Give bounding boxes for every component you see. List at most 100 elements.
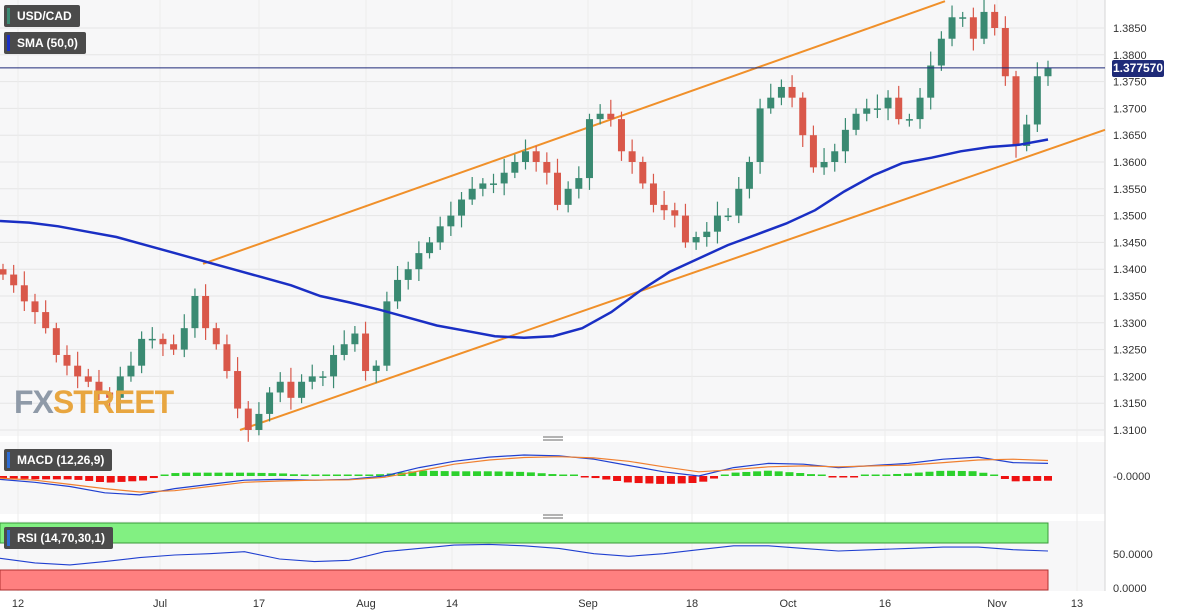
candle-down <box>52 328 60 355</box>
candle-up <box>745 162 753 189</box>
macd-histogram-bar <box>968 471 977 476</box>
pane-splitter-1[interactable] <box>543 436 563 441</box>
candle-down <box>1012 76 1020 146</box>
candle-down <box>799 97 807 136</box>
candle-down <box>681 215 689 243</box>
y-tick-label: 1.3200 <box>1113 371 1147 383</box>
y-tick-label: 1.3550 <box>1113 184 1147 196</box>
candle-down <box>639 162 647 184</box>
candle-up <box>841 129 849 152</box>
candle-up <box>756 108 764 162</box>
candle-up <box>937 38 945 66</box>
macd-histogram-bar <box>289 474 298 476</box>
pane-splitter-2[interactable] <box>543 514 563 519</box>
candle-up <box>511 162 519 173</box>
macd-histogram-bar <box>882 474 891 476</box>
candle-down <box>170 344 178 350</box>
macd-label[interactable]: MACD (12,26,9) <box>4 449 113 471</box>
y-tick-label: 1.3800 <box>1113 50 1147 62</box>
macd-histogram-bar <box>817 474 826 476</box>
candle-down <box>84 376 92 382</box>
candle-up <box>127 365 135 377</box>
candle-up <box>575 178 583 189</box>
macd-histogram-bar <box>559 474 568 476</box>
y-tick-label: 1.3250 <box>1113 345 1147 357</box>
candle-up <box>276 381 284 393</box>
y-tick-label: 1.3150 <box>1113 398 1147 410</box>
symbol-color-bar <box>7 8 10 24</box>
sma-label[interactable]: SMA (50,0) <box>4 32 86 54</box>
candlestick-series <box>0 0 1052 442</box>
macd-histogram-bar <box>860 474 869 476</box>
candle-down <box>95 381 103 393</box>
macd-histogram-bar <box>106 476 115 483</box>
candle-up <box>863 108 871 114</box>
macd-histogram-bar <box>645 476 654 484</box>
candle-up <box>330 354 338 377</box>
symbol-label[interactable]: USD/CAD <box>4 5 80 27</box>
y-tick-label: 1.3350 <box>1113 291 1147 303</box>
macd-panel <box>0 442 1105 514</box>
macd-histogram-bar <box>494 471 503 476</box>
macd-histogram-bar <box>1011 476 1020 482</box>
candle-up <box>490 183 498 185</box>
channel-upper <box>202 0 946 265</box>
y-tick-label: 1.3650 <box>1113 130 1147 142</box>
macd-histogram-bar <box>656 476 665 484</box>
candle-up <box>266 392 274 414</box>
candle-up <box>927 65 935 98</box>
sma-color-bar <box>7 35 10 51</box>
candle-up <box>447 215 455 227</box>
y-tick-label: 1.3400 <box>1113 264 1147 276</box>
macd-histogram-bar <box>537 473 546 476</box>
macd-histogram-bar <box>731 472 740 476</box>
candle-up <box>873 108 881 110</box>
sma-text: SMA (50,0) <box>17 36 78 50</box>
x-tick-label: 14 <box>446 598 458 610</box>
candle-down <box>159 338 167 345</box>
rsi-line <box>0 543 1049 566</box>
x-tick-label: 16 <box>879 598 891 610</box>
macd-histogram-bar <box>613 476 622 481</box>
macd-histogram-bar <box>440 471 449 476</box>
candle-down <box>969 17 977 39</box>
candle-up <box>905 119 913 121</box>
candle-up <box>585 119 593 179</box>
channel-lower <box>239 128 1106 431</box>
candle-up <box>735 188 743 216</box>
trend-channel <box>202 0 1106 431</box>
macd-histogram-bar <box>850 476 859 478</box>
watermark-fx: FX <box>14 384 54 420</box>
candle-up <box>980 11 988 39</box>
macd-histogram-bar <box>322 474 331 476</box>
macd-histogram-bar <box>246 472 255 476</box>
macd-histogram-bar <box>236 472 245 476</box>
macd-histogram-bar <box>0 476 7 479</box>
macd-histogram-bar <box>462 471 471 476</box>
x-tick-label: Oct <box>779 598 796 610</box>
x-tick-label: 17 <box>253 598 265 610</box>
macd-histogram-bar <box>85 476 94 481</box>
candle-down <box>649 183 657 205</box>
macd-histogram-bar <box>268 473 277 476</box>
candle-up <box>255 413 263 430</box>
macd-histogram-bar <box>710 476 719 479</box>
macd-histogram-bar <box>9 476 18 479</box>
candle-up <box>436 226 444 243</box>
macd-histogram-bar <box>871 474 880 476</box>
rsi-label[interactable]: RSI (14,70,30,1) <box>4 527 114 549</box>
macd-histogram-bar <box>753 471 762 476</box>
y-tick-label: 1.3850 <box>1113 23 1147 35</box>
candle-down <box>106 392 114 398</box>
macd-histogram-bar <box>623 476 632 483</box>
y-tick-label: 1.3700 <box>1113 103 1147 115</box>
macd-histogram-bar <box>95 476 104 482</box>
candle-up <box>426 242 434 254</box>
candle-up <box>298 381 306 398</box>
candle-up <box>852 113 860 130</box>
candle-up <box>116 376 124 398</box>
x-tick-label: 12 <box>12 598 24 610</box>
macd-histogram-bar <box>957 470 966 476</box>
macd-histogram-bar <box>429 470 438 476</box>
